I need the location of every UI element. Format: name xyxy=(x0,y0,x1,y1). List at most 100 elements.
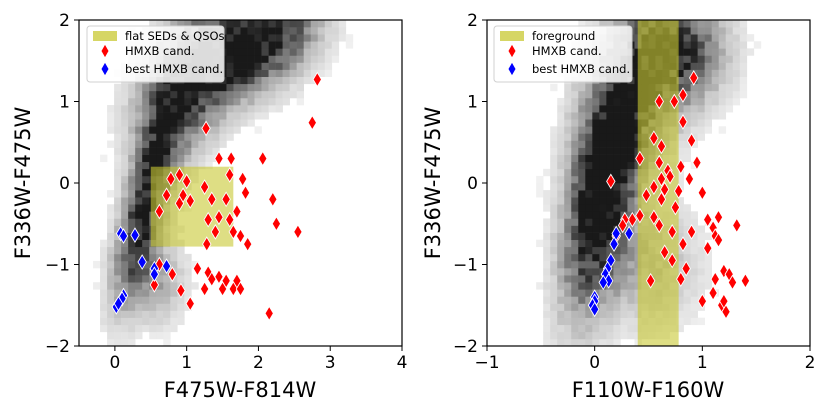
right-hist-cell xyxy=(620,260,628,269)
left-hist-cell xyxy=(191,20,199,28)
right-hist-cell xyxy=(571,140,579,148)
right-hist-cell xyxy=(550,268,558,276)
left-hist-cell xyxy=(135,289,143,297)
left-hist-cell xyxy=(170,147,178,155)
left-hist-cell xyxy=(135,331,143,340)
left-hist-cell xyxy=(121,83,129,92)
right-hist-cell xyxy=(627,239,635,248)
left-ticks: 0 1 2 3 4 −2 −1 0 1 2 xyxy=(45,11,407,373)
right-hist-cell xyxy=(620,126,628,134)
right-hmxb-point xyxy=(678,236,688,252)
left-hist-cell xyxy=(254,34,262,42)
left-hist-cell xyxy=(170,324,178,333)
left-x-tick-label: 3 xyxy=(325,353,336,373)
left-hist-cell xyxy=(149,161,157,170)
left-hist-cell xyxy=(247,34,255,42)
left-hist-cell xyxy=(282,69,290,77)
left-hist-cell xyxy=(107,218,115,226)
right-hist-cell xyxy=(606,246,614,255)
left-hist-cell xyxy=(149,133,157,141)
right-hist-cell xyxy=(690,211,698,219)
left-hmxb-point xyxy=(258,150,268,167)
left-hist-cell xyxy=(233,48,241,56)
right-hmxb-point xyxy=(719,263,729,279)
right-hist-cell xyxy=(697,232,705,240)
right-hist-cell xyxy=(585,133,593,141)
left-hist-cell xyxy=(247,112,255,120)
right-hist-cell xyxy=(613,253,621,262)
right-hist-cell xyxy=(592,183,600,191)
right-hist-cell xyxy=(550,147,558,155)
left-hist-cell xyxy=(163,331,171,340)
right-hist-cell xyxy=(704,48,712,56)
right-hist-cell xyxy=(571,168,579,177)
left-hist-cell xyxy=(289,69,297,77)
right-hist-cell xyxy=(571,97,579,106)
left-hist-cell xyxy=(163,317,171,326)
left-hist-cell xyxy=(142,225,150,233)
right-hist-cell xyxy=(620,289,628,297)
right-hist-cell xyxy=(543,190,551,198)
right-hist-cell xyxy=(676,260,684,269)
left-legend-region-label: flat SEDs & QSOs xyxy=(125,29,225,43)
left-hist-cell xyxy=(233,69,241,77)
right-hist-cell xyxy=(683,275,691,283)
right-legend-hmxb-label: HMXB cand. xyxy=(532,44,602,58)
right-hist-cell xyxy=(550,168,558,177)
right-hist-cell xyxy=(627,246,635,255)
left-hist-cell xyxy=(163,140,171,148)
left-hist-cell xyxy=(184,161,192,170)
left-hist-cell xyxy=(107,338,115,346)
left-hist-cell xyxy=(275,69,283,77)
left-hist-cell xyxy=(282,97,290,106)
left-hist-cell xyxy=(338,34,347,42)
left-hist-cell xyxy=(240,90,248,99)
left-hist-cell xyxy=(142,168,150,177)
right-hist-cell xyxy=(585,83,593,92)
right-hist-cell xyxy=(599,133,607,141)
right-hist-cell xyxy=(690,119,698,127)
left-hist-cell xyxy=(114,239,122,248)
left-hist-cell xyxy=(100,268,108,276)
left-hmxb-point xyxy=(207,191,217,208)
right-hist-cell xyxy=(697,34,705,42)
right-hist-cell xyxy=(585,218,593,226)
right-hist-cell xyxy=(683,34,691,42)
right-hist-cell xyxy=(690,41,698,49)
right-hist-cell xyxy=(592,211,600,219)
left-hist-cell xyxy=(289,41,297,49)
left-hist-cell xyxy=(107,232,115,240)
left-hist-cell xyxy=(114,324,122,333)
left-hist-cell xyxy=(184,112,192,120)
right-hist-cell xyxy=(599,119,607,127)
right-hist-cell xyxy=(592,338,600,346)
right-hist-cell xyxy=(564,268,572,276)
right-hist-cell xyxy=(578,211,586,219)
right-hist-cell xyxy=(543,239,551,248)
right-hist-cell xyxy=(571,90,579,99)
right-hist-cell xyxy=(683,27,691,35)
right-hist-cell xyxy=(620,119,628,127)
right-hist-cell xyxy=(676,83,684,92)
left-hist-cell xyxy=(163,289,171,297)
right-hist-cell xyxy=(606,112,614,120)
right-hist-cell xyxy=(676,268,684,276)
right-hmxb-point xyxy=(641,187,652,204)
right-hist-cell xyxy=(690,83,698,92)
right-hist-cell xyxy=(620,324,628,333)
right-hist-cell xyxy=(683,83,691,92)
right-hmxb-point xyxy=(606,173,616,190)
right-hmxb-point xyxy=(692,154,702,171)
left-hist-cell xyxy=(317,27,326,35)
right-hist-cell xyxy=(557,168,565,177)
left-hist-cell xyxy=(135,190,143,198)
right-hist-cell xyxy=(704,20,712,28)
left-hist-cell xyxy=(107,204,115,212)
left-hist-cell xyxy=(205,147,213,155)
left-hist-cell xyxy=(156,296,164,304)
right-hist-cell xyxy=(606,324,614,333)
right-hist-cell xyxy=(578,225,586,233)
right-hist-cell xyxy=(718,126,727,134)
left-hist-cell xyxy=(254,69,262,77)
left-hist-cell xyxy=(275,97,283,106)
